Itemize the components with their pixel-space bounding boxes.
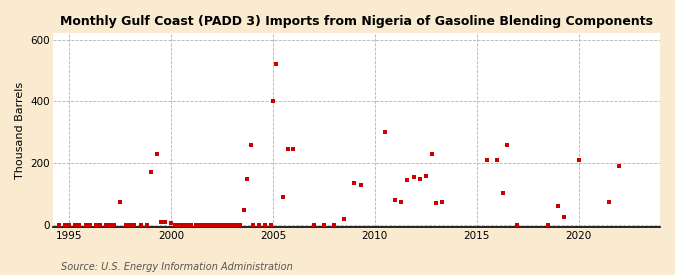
- Point: [211, 223, 221, 227]
- Y-axis label: Thousand Barrels: Thousand Barrels: [15, 81, 25, 178]
- Point: [245, 142, 256, 147]
- Point: [223, 223, 234, 227]
- Text: Source: U.S. Energy Information Administration: Source: U.S. Energy Information Administ…: [61, 262, 292, 272]
- Point: [355, 183, 366, 187]
- Point: [155, 220, 166, 224]
- Point: [165, 221, 176, 226]
- Point: [178, 223, 189, 227]
- Point: [125, 223, 136, 227]
- Point: [194, 223, 205, 227]
- Point: [95, 223, 105, 227]
- Point: [603, 200, 614, 204]
- Point: [271, 62, 281, 67]
- Point: [379, 130, 390, 134]
- Point: [242, 177, 253, 181]
- Point: [349, 181, 360, 186]
- Point: [101, 223, 111, 227]
- Title: Monthly Gulf Coast (PADD 3) Imports from Nigeria of Gasoline Blending Components: Monthly Gulf Coast (PADD 3) Imports from…: [60, 15, 653, 28]
- Point: [129, 223, 140, 227]
- Point: [553, 204, 564, 209]
- Point: [64, 223, 75, 227]
- Point: [159, 220, 170, 224]
- Point: [319, 223, 329, 227]
- Point: [573, 158, 584, 162]
- Point: [54, 223, 65, 227]
- Point: [174, 223, 185, 227]
- Point: [170, 223, 181, 227]
- Point: [141, 223, 152, 227]
- Point: [74, 223, 85, 227]
- Point: [219, 223, 230, 227]
- Point: [559, 215, 570, 219]
- Point: [283, 147, 294, 152]
- Point: [80, 223, 91, 227]
- Point: [308, 223, 319, 227]
- Point: [481, 158, 492, 162]
- Point: [235, 223, 246, 227]
- Point: [227, 223, 238, 227]
- Point: [614, 164, 624, 169]
- Point: [259, 223, 270, 227]
- Point: [389, 198, 400, 202]
- Point: [431, 201, 441, 206]
- Point: [502, 142, 512, 147]
- Point: [239, 207, 250, 212]
- Point: [339, 217, 350, 221]
- Point: [215, 223, 225, 227]
- Point: [182, 223, 193, 227]
- Point: [396, 200, 407, 204]
- Point: [135, 223, 146, 227]
- Point: [497, 190, 508, 195]
- Point: [512, 223, 523, 227]
- Point: [402, 178, 413, 182]
- Point: [84, 223, 95, 227]
- Point: [190, 223, 201, 227]
- Point: [70, 223, 81, 227]
- Point: [491, 158, 502, 162]
- Point: [437, 200, 448, 204]
- Point: [329, 223, 340, 227]
- Point: [109, 223, 119, 227]
- Point: [145, 170, 156, 175]
- Point: [427, 152, 437, 156]
- Point: [90, 223, 101, 227]
- Point: [414, 177, 425, 181]
- Point: [421, 173, 431, 178]
- Point: [408, 175, 419, 179]
- Point: [105, 223, 115, 227]
- Point: [267, 99, 278, 104]
- Point: [151, 152, 162, 156]
- Point: [543, 223, 554, 227]
- Point: [198, 223, 209, 227]
- Point: [277, 195, 288, 199]
- Point: [60, 223, 71, 227]
- Point: [288, 147, 299, 152]
- Point: [247, 223, 258, 227]
- Point: [202, 223, 213, 227]
- Point: [265, 223, 276, 227]
- Point: [231, 223, 242, 227]
- Point: [121, 223, 132, 227]
- Point: [186, 223, 197, 227]
- Point: [207, 223, 217, 227]
- Point: [253, 223, 264, 227]
- Point: [115, 200, 126, 204]
